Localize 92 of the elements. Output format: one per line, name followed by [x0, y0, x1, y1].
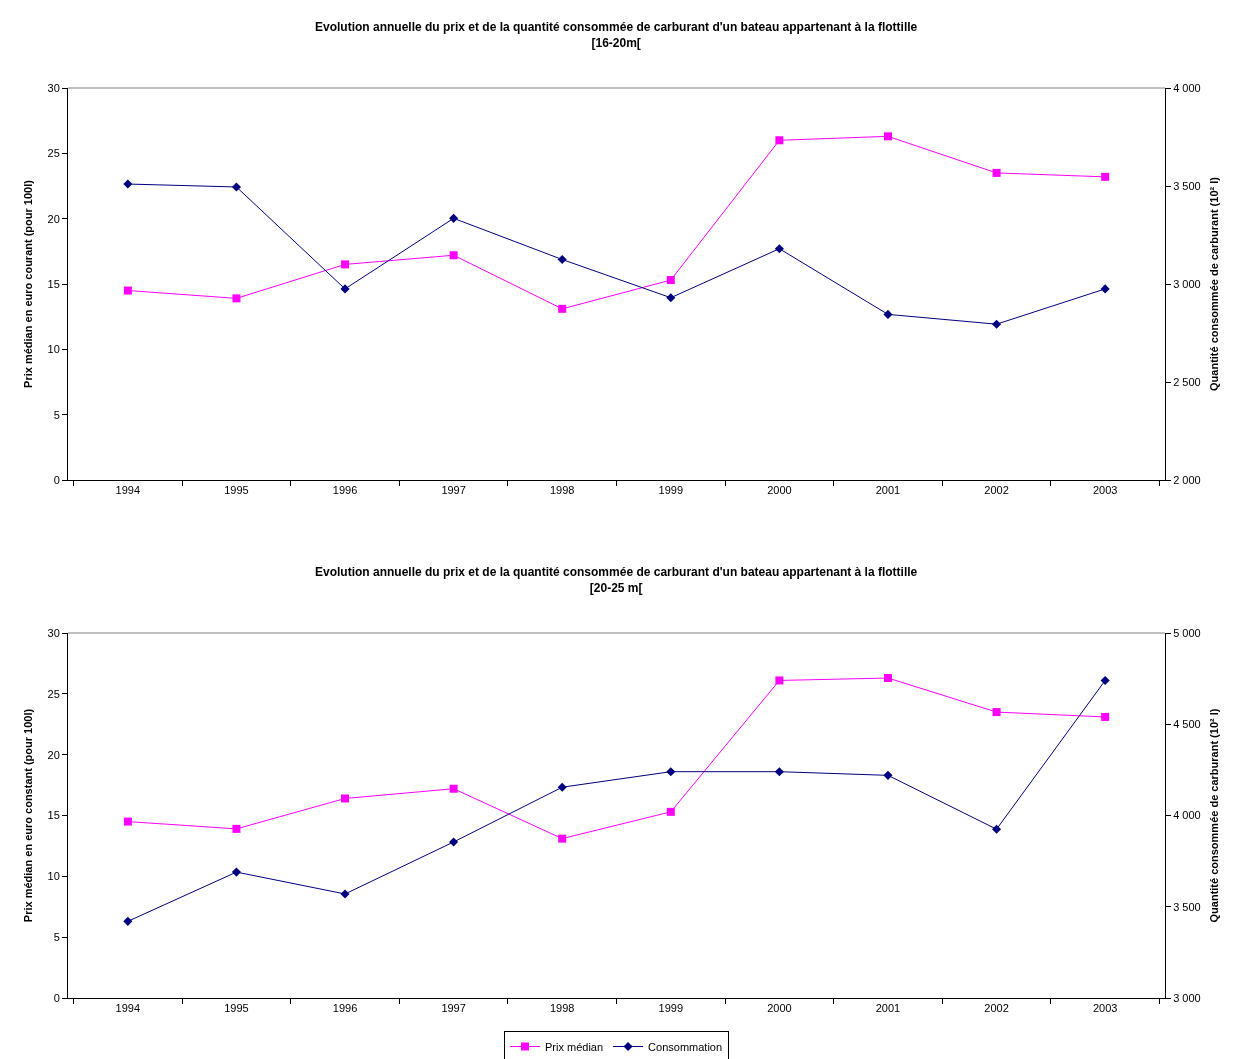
chart-title: Evolution annuelle du prix et de la quantité consommée de carburant d'un bateau appartenant à la flottille [20-25 m[ — [315, 565, 918, 595]
x-tick-label: 1994 — [115, 1002, 141, 1015]
x-tick-label: 2000 — [767, 484, 792, 497]
point — [557, 782, 567, 792]
point — [666, 767, 676, 777]
y-tick-label: 10 — [47, 343, 60, 356]
y-tick-label: 5 — [53, 408, 60, 421]
point — [1101, 712, 1110, 721]
point — [232, 824, 241, 833]
point — [558, 834, 567, 843]
x-tick-label: 2000 — [767, 1002, 792, 1015]
x-tick-label: 1994 — [115, 484, 141, 497]
point — [666, 293, 676, 303]
y2-axis-title: Quantité consommée de carburant (10² l) — [1207, 176, 1220, 391]
x-tick-label: 2003 — [1092, 1002, 1118, 1015]
x-tick-label: 1998 — [549, 1002, 575, 1015]
y2-tick-label: 5 000 — [1173, 626, 1201, 639]
point — [123, 817, 132, 826]
y2-axis-title: Quantité consommée de carburant (10² l) — [1207, 708, 1220, 923]
point — [558, 304, 567, 313]
y-tick-label: 0 — [53, 473, 60, 486]
point — [883, 132, 892, 141]
point — [449, 251, 458, 260]
y-tick-label: 25 — [47, 147, 60, 160]
x-tick-label: 1997 — [441, 1002, 466, 1015]
point — [1100, 284, 1110, 294]
point — [449, 837, 459, 847]
y-tick-label: 30 — [47, 81, 60, 94]
y-tick-label: 30 — [47, 626, 60, 639]
x-tick-label: 1995 — [224, 1002, 249, 1015]
point — [340, 889, 350, 899]
point — [666, 807, 675, 816]
point — [123, 179, 133, 189]
point — [992, 708, 1001, 717]
y2-tick-label: 4 000 — [1173, 81, 1201, 94]
point — [1100, 675, 1110, 685]
point — [1101, 172, 1110, 181]
point — [231, 867, 241, 877]
y-tick-label: 0 — [53, 991, 60, 1004]
point — [775, 676, 784, 685]
point — [774, 244, 784, 254]
x-tick-label: 2001 — [875, 484, 901, 497]
y-tick-label: 25 — [47, 687, 60, 700]
x-tick-label: 2001 — [875, 1002, 901, 1015]
point — [774, 767, 784, 777]
y-tick-label: 5 — [53, 931, 60, 944]
point — [123, 916, 133, 926]
point — [340, 284, 350, 294]
point — [992, 168, 1001, 177]
point — [231, 182, 241, 192]
point — [341, 794, 350, 803]
x-tick-label: 1999 — [658, 484, 684, 497]
y-tick-label: 10 — [47, 870, 60, 883]
y-tick-label: 15 — [47, 809, 60, 822]
x-tick-label: 1997 — [441, 484, 466, 497]
y-tick-label: 20 — [47, 212, 60, 225]
y2-tick-label: 2 500 — [1173, 375, 1201, 388]
y-axis-title: Prix médian en euro courant (pour 100l) — [22, 179, 35, 388]
x-tick-label: 1996 — [332, 1002, 358, 1015]
x-tick-label: 1999 — [658, 1002, 684, 1015]
point — [449, 213, 459, 223]
y-tick-label: 15 — [47, 277, 60, 290]
point — [666, 276, 675, 285]
x-tick-label: 2002 — [984, 484, 1009, 497]
x-tick-label: 2002 — [984, 1002, 1009, 1015]
x-tick-label: 1998 — [549, 484, 575, 497]
point — [883, 309, 893, 319]
y2-tick-label: 4 000 — [1173, 809, 1201, 822]
point — [883, 770, 893, 780]
point — [775, 136, 784, 145]
x-tick-label: 1995 — [224, 484, 249, 497]
y2-tick-label: 4 500 — [1173, 718, 1201, 731]
point — [992, 319, 1002, 329]
point — [557, 254, 567, 265]
point — [341, 260, 350, 269]
y-axis-title: Prix médian en euro constant (pour 100l) — [22, 708, 35, 923]
y2-tick-label: 3 500 — [1173, 179, 1201, 192]
point — [232, 294, 241, 303]
legend-label: Consommation — [648, 1040, 723, 1053]
y-tick-label: 20 — [47, 748, 60, 761]
chart-title: Evolution annuelle du prix et de la quantité consommée de carburant d'un bateau appartenant à la flottille [16-20m[ — [315, 20, 918, 50]
y2-tick-label: 3 000 — [1173, 277, 1201, 290]
point — [992, 824, 1002, 834]
x-tick-label: 1996 — [332, 484, 358, 497]
point — [883, 674, 892, 683]
legend-label: Prix médian — [545, 1040, 604, 1053]
y2-tick-label: 3 000 — [1173, 991, 1201, 1004]
x-tick-label: 2003 — [1092, 484, 1118, 497]
y2-tick-label: 2 000 — [1173, 473, 1201, 486]
point — [449, 784, 458, 793]
point — [123, 286, 132, 295]
y2-tick-label: 3 500 — [1173, 900, 1201, 913]
